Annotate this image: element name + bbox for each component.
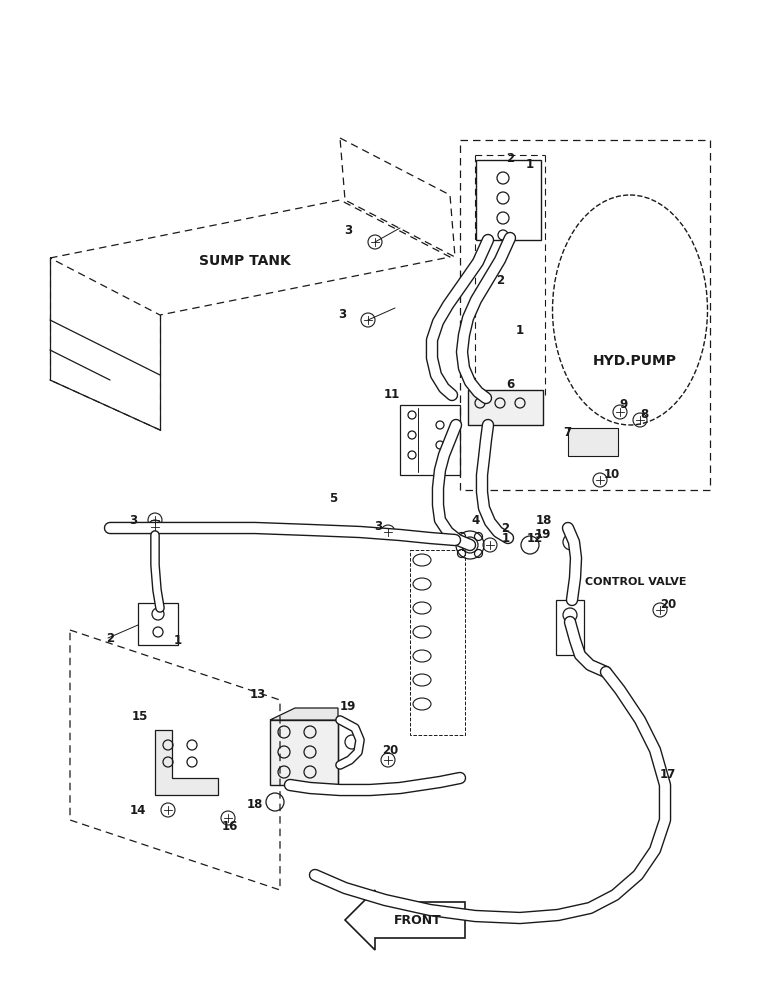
- Bar: [476, 160, 541, 240]
- Bar: [556, 600, 584, 655]
- Bar: [138, 603, 178, 645]
- Text: 2: 2: [106, 632, 114, 645]
- Text: HYD.PUMP: HYD.PUMP: [593, 354, 677, 368]
- Bar: [568, 428, 618, 456]
- Text: 5: 5: [329, 491, 337, 504]
- Bar: [270, 720, 338, 785]
- Bar: [400, 405, 460, 475]
- Text: 1: 1: [516, 324, 524, 336]
- Text: 6: 6: [506, 378, 514, 391]
- Text: CONTROL VALVE: CONTROL VALVE: [585, 577, 686, 587]
- Text: 7: 7: [563, 426, 571, 438]
- Polygon shape: [270, 708, 338, 720]
- Text: 2: 2: [506, 151, 514, 164]
- Text: 20: 20: [382, 744, 398, 756]
- Text: 1: 1: [526, 158, 534, 172]
- Text: 13: 13: [250, 688, 266, 702]
- Text: SUMP TANK: SUMP TANK: [199, 254, 291, 268]
- Text: 19: 19: [340, 700, 356, 712]
- Polygon shape: [155, 730, 218, 795]
- Text: FRONT: FRONT: [394, 914, 442, 926]
- Text: 1: 1: [174, 634, 182, 647]
- Text: 8: 8: [640, 408, 648, 422]
- Text: 9: 9: [620, 398, 628, 412]
- Polygon shape: [345, 890, 465, 950]
- Text: 20: 20: [660, 598, 676, 611]
- Text: 2: 2: [496, 273, 504, 286]
- Text: 18: 18: [247, 798, 263, 812]
- Text: 3: 3: [129, 514, 137, 526]
- Text: 15: 15: [131, 710, 148, 724]
- Text: 2: 2: [501, 522, 509, 534]
- Text: 19: 19: [535, 528, 551, 542]
- Text: 14: 14: [130, 804, 146, 816]
- Text: 4: 4: [472, 514, 480, 526]
- Bar: [410, 550, 465, 735]
- Bar: [468, 390, 543, 425]
- Text: 12: 12: [527, 532, 543, 544]
- Text: 11: 11: [384, 388, 400, 401]
- Text: 17: 17: [660, 768, 676, 782]
- Text: 3: 3: [374, 520, 382, 534]
- Text: 3: 3: [338, 308, 346, 322]
- Text: 10: 10: [604, 468, 620, 481]
- Text: 1: 1: [502, 532, 510, 544]
- Text: 16: 16: [222, 820, 238, 832]
- Text: 18: 18: [536, 514, 553, 526]
- Text: 3: 3: [344, 224, 352, 236]
